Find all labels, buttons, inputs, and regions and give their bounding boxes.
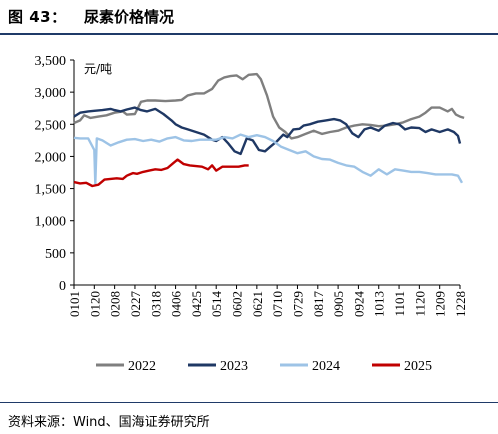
- x-tick-label: 1228: [453, 291, 468, 317]
- x-tick-label: 0710: [270, 291, 285, 317]
- series-line-2022: [73, 72, 465, 140]
- series-line-2024: [73, 133, 464, 185]
- x-tick-label: 1209: [433, 291, 448, 317]
- legend-label-2023: 2023: [220, 359, 248, 374]
- x-tick-label: 0621: [250, 291, 265, 317]
- chart-legend: 2022 2023 2024 2025: [96, 359, 432, 374]
- x-tick-label: 0514: [209, 291, 224, 318]
- x-tick-label: 1101: [392, 291, 407, 317]
- x-tick-label: 0817: [311, 291, 326, 318]
- x-tick-label: 0101: [67, 291, 82, 317]
- y-tick-label: 3,000: [35, 86, 67, 101]
- x-tick-label: 0425: [189, 291, 204, 317]
- y-tick-label: 0: [59, 279, 66, 294]
- series-line-2025: [73, 158, 249, 188]
- x-tick-label: 0729: [290, 291, 305, 317]
- figure-title: 尿素价格情况: [84, 8, 175, 26]
- x-tick-label: 0905: [331, 291, 346, 317]
- legend-label-2022: 2022: [128, 359, 156, 374]
- x-tick-label: 0924: [351, 291, 366, 318]
- y-tick-label: 500: [45, 247, 66, 262]
- footer-rule: [0, 402, 498, 403]
- figure-label: 图 43：: [8, 8, 67, 26]
- x-tick-label: 0120: [87, 291, 102, 317]
- x-tick-label: 0406: [169, 291, 184, 318]
- series-line-2023: [73, 106, 462, 156]
- legend-label-2024: 2024: [312, 359, 340, 374]
- series-lines: [73, 72, 465, 188]
- chart-axes: 0 500 1,000 1,500 2,000 2,500 3,000 3,500 0101 01…: [35, 54, 469, 317]
- y-tick-label: 3,500: [35, 54, 67, 69]
- y-tick-label: 1,000: [35, 215, 67, 230]
- y-tick-label: 2,500: [35, 118, 67, 133]
- x-tick-label: 1013: [372, 291, 387, 317]
- header-rule: [0, 33, 498, 35]
- legend-label-2025: 2025: [404, 359, 432, 374]
- x-tick-label: 0227: [128, 291, 143, 318]
- x-tick-label: 0208: [108, 291, 123, 317]
- figure-header: 图 43： 尿素价格情况: [0, 0, 498, 34]
- unit-label: 元/吨: [84, 62, 112, 76]
- y-tick-label: 1,500: [35, 183, 67, 198]
- urea-price-chart: 0 500 1,000 1,500 2,000 2,500 3,000 3,500 0101 01…: [35, 54, 469, 374]
- source-note: 资料来源：Wind、国海证券研究所: [8, 415, 210, 430]
- x-tick-label: 0602: [230, 291, 245, 317]
- y-tick-label: 2,000: [35, 150, 67, 165]
- x-tick-label: 1120: [412, 291, 427, 317]
- x-tick-label: 0318: [148, 291, 163, 317]
